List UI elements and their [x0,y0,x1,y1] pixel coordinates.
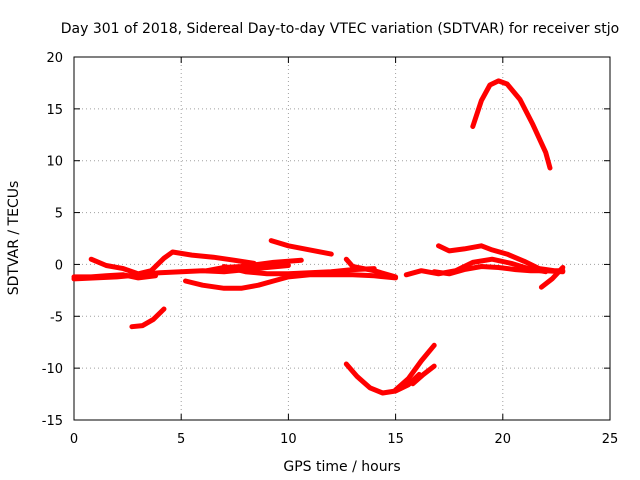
series-arc-7 [221,264,377,277]
y-tick-label: 15 [46,103,63,118]
tick-layer: 0 5 10 15 20 25 -15 -10 -5 0 5 10 15 20 [42,51,619,447]
series-arc-17 [470,78,553,171]
x-tick-label: 10 [280,432,297,447]
series-arc-2 [88,249,257,277]
x-tick-label: 0 [70,432,78,447]
series-arc-3 [71,263,291,282]
plot-frame [73,56,611,421]
series-arc-13 [403,256,549,278]
y-tick-label: 20 [46,51,63,66]
series-arc-16 [538,265,566,290]
series-arc-8 [268,238,334,257]
series-arc-9 [343,256,399,280]
x-tick-label: 5 [177,432,185,447]
series-arc-12 [410,363,437,387]
grid-layer [74,57,610,420]
series-arc-4 [129,306,167,330]
series-arc-11 [393,342,437,393]
x-tick-label: 15 [387,432,404,447]
x-tick-label: 25 [602,432,619,447]
chart-title: Day 301 of 2018, Sidereal Day-to-day VTE… [61,21,619,37]
y-tick-label: 5 [55,207,63,222]
y-tick-label: -10 [42,362,63,377]
series-arc-15 [436,243,566,274]
y-axis-label: SDTVAR / TECUs [6,181,22,296]
y-tick-label: 10 [46,155,63,170]
x-tick-label: 20 [495,432,512,447]
series-arc-10 [343,361,422,396]
x-axis-label: GPS time / hours [283,459,400,475]
series-layer [71,78,566,396]
series-arc-5 [183,272,399,291]
y-tick-label: -5 [50,310,63,325]
y-tick-label: -15 [42,414,63,429]
y-tick-label: 0 [55,258,63,273]
